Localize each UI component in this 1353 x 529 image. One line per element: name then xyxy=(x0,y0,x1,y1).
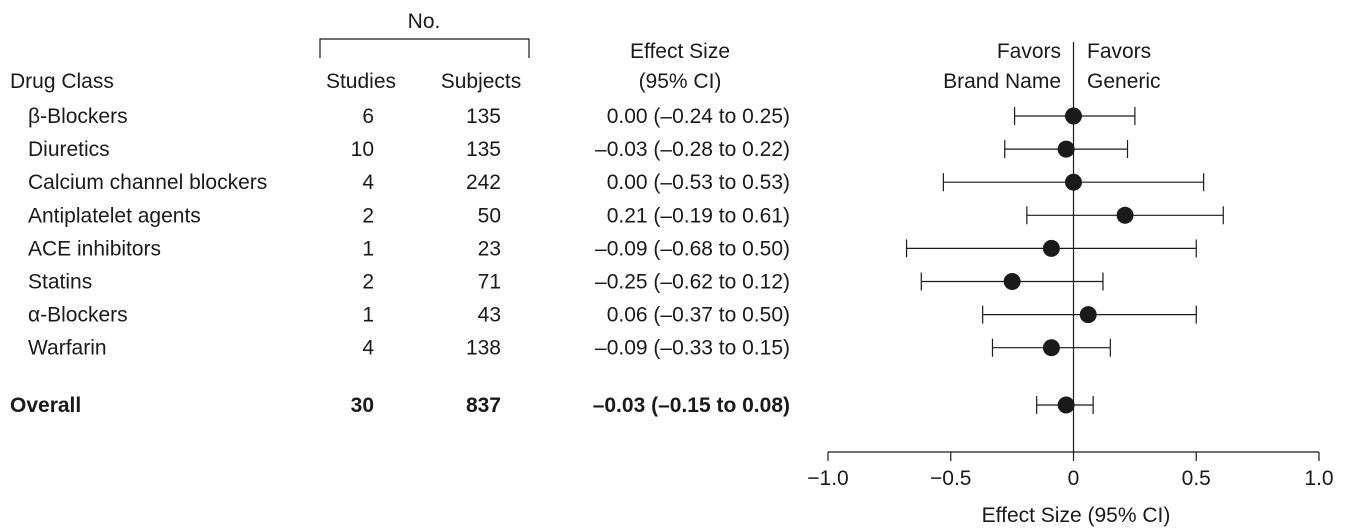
x-axis-label: Effect Size (95% CI) xyxy=(982,504,1171,527)
drug-class-label: Calcium channel blockers xyxy=(28,171,267,194)
favors-generic-label-2: Generic xyxy=(1087,70,1161,93)
studies-value: 1 xyxy=(362,304,374,327)
effect-size-ci-header: (95% CI) xyxy=(639,70,722,93)
point-estimate xyxy=(1003,273,1021,290)
effect-size-ci-value: –0.09 (–0.68 to 0.50) xyxy=(595,237,790,260)
table-header: No. Drug Class Studies Subjects Effect S… xyxy=(10,10,730,93)
x-tick-label: −0.5 xyxy=(930,467,971,490)
drug-class-label: Diuretics xyxy=(28,138,110,161)
ci-marks xyxy=(905,107,1224,414)
x-tick-label: 0 xyxy=(1068,467,1080,490)
x-tick-label: −1.0 xyxy=(807,467,848,490)
no-header: No. xyxy=(408,10,441,33)
studies-value: 30 xyxy=(351,394,374,417)
table-row: Diuretics 10 135 –0.03 (–0.28 to 0.22) xyxy=(28,138,790,161)
table-row: ACE inhibitors 1 23 –0.09 (–0.68 to 0.50) xyxy=(28,237,790,260)
subjects-value: 135 xyxy=(466,105,501,128)
plot-area: −1.0 −0.5 0 0.5 1.0 xyxy=(807,42,1334,490)
studies-value: 2 xyxy=(362,204,374,227)
drug-class-label: β-Blockers xyxy=(28,105,128,128)
studies-value: 6 xyxy=(362,105,374,128)
favors-generic-label-1: Favors xyxy=(1087,40,1151,63)
table-row: Calcium channel blockers 4 242 0.00 (–0.53 … xyxy=(28,171,790,194)
effect-size-ci-value: –0.25 (–0.62 to 0.12) xyxy=(595,271,790,294)
point-estimate xyxy=(1057,396,1075,414)
point-estimate xyxy=(1057,140,1075,158)
point-estimate xyxy=(1079,306,1097,324)
point-estimate xyxy=(1042,339,1060,357)
effect-size-ci-value: 0.00 (–0.24 to 0.25) xyxy=(607,105,790,128)
subjects-value: 50 xyxy=(478,204,501,227)
point-estimate xyxy=(1065,107,1082,125)
effect-size-ci-value: –0.03 (–0.15 to 0.08) xyxy=(593,394,790,417)
effect-size-header: Effect Size xyxy=(630,40,730,63)
x-axis-ticks: −1.0 −0.5 0 0.5 1.0 xyxy=(807,452,1334,490)
studies-value: 4 xyxy=(362,171,374,194)
drug-class-label: α-Blockers xyxy=(28,304,128,327)
effect-size-ci-value: –0.03 (–0.28 to 0.22) xyxy=(595,138,790,161)
effect-size-ci-value: 0.06 (–0.37 to 0.50) xyxy=(607,304,790,327)
studies-value: 2 xyxy=(362,271,374,294)
point-estimate xyxy=(1116,206,1134,224)
studies-value: 4 xyxy=(362,337,374,360)
x-tick-label: 0.5 xyxy=(1182,467,1211,490)
effect-size-ci-value: –0.09 (–0.33 to 0.15) xyxy=(595,337,790,360)
subjects-value: 138 xyxy=(466,337,501,360)
table-row: β-Blockers 6 135 0.00 (–0.24 to 0.25) xyxy=(28,105,790,128)
subjects-value: 43 xyxy=(478,304,501,327)
subjects-value: 23 xyxy=(478,237,501,260)
point-estimate xyxy=(1042,239,1060,257)
studies-value: 1 xyxy=(362,237,374,260)
favors-brand-label-2: Brand Name xyxy=(943,70,1061,93)
effect-size-ci-value: 0.21 (–0.19 to 0.61) xyxy=(607,204,790,227)
favors-brand-label-1: Favors xyxy=(997,40,1061,63)
subjects-header: Subjects xyxy=(441,70,522,93)
drug-class-label: Antiplatelet agents xyxy=(28,204,201,227)
table-rows: β-Blockers 6 135 0.00 (–0.24 to 0.25) Diuret… xyxy=(10,105,790,417)
effect-size-ci-value: 0.00 (–0.53 to 0.53) xyxy=(607,171,790,194)
drug-class-header: Drug Class xyxy=(10,70,114,93)
subjects-value: 135 xyxy=(466,138,501,161)
no-bracket xyxy=(319,38,530,58)
subjects-value: 837 xyxy=(466,394,501,417)
subjects-value: 242 xyxy=(466,171,501,194)
studies-value: 10 xyxy=(351,138,374,161)
drug-class-label: ACE inhibitors xyxy=(28,237,161,260)
table-row: α-Blockers 1 43 0.06 (–0.37 to 0.50) xyxy=(28,304,790,327)
subjects-value: 71 xyxy=(478,271,501,294)
table-row: Antiplatelet agents 2 50 0.21 (–0.19 to 0.6… xyxy=(28,204,790,227)
overall-row: Overall 30 837 –0.03 (–0.15 to 0.08) xyxy=(10,394,790,417)
table-row: Warfarin 4 138 –0.09 (–0.33 to 0.15) xyxy=(28,337,790,360)
favors-labels: Favors Brand Name Favors Generic xyxy=(943,40,1160,93)
drug-class-label: Warfarin xyxy=(28,337,107,360)
drug-class-label: Statins xyxy=(28,271,92,294)
table-row: Statins 2 71 –0.25 (–0.62 to 0.12) xyxy=(28,271,790,294)
point-estimate xyxy=(1065,173,1082,191)
drug-class-label: Overall xyxy=(10,394,81,417)
x-tick-label: 1.0 xyxy=(1304,467,1333,490)
studies-header: Studies xyxy=(326,70,396,93)
